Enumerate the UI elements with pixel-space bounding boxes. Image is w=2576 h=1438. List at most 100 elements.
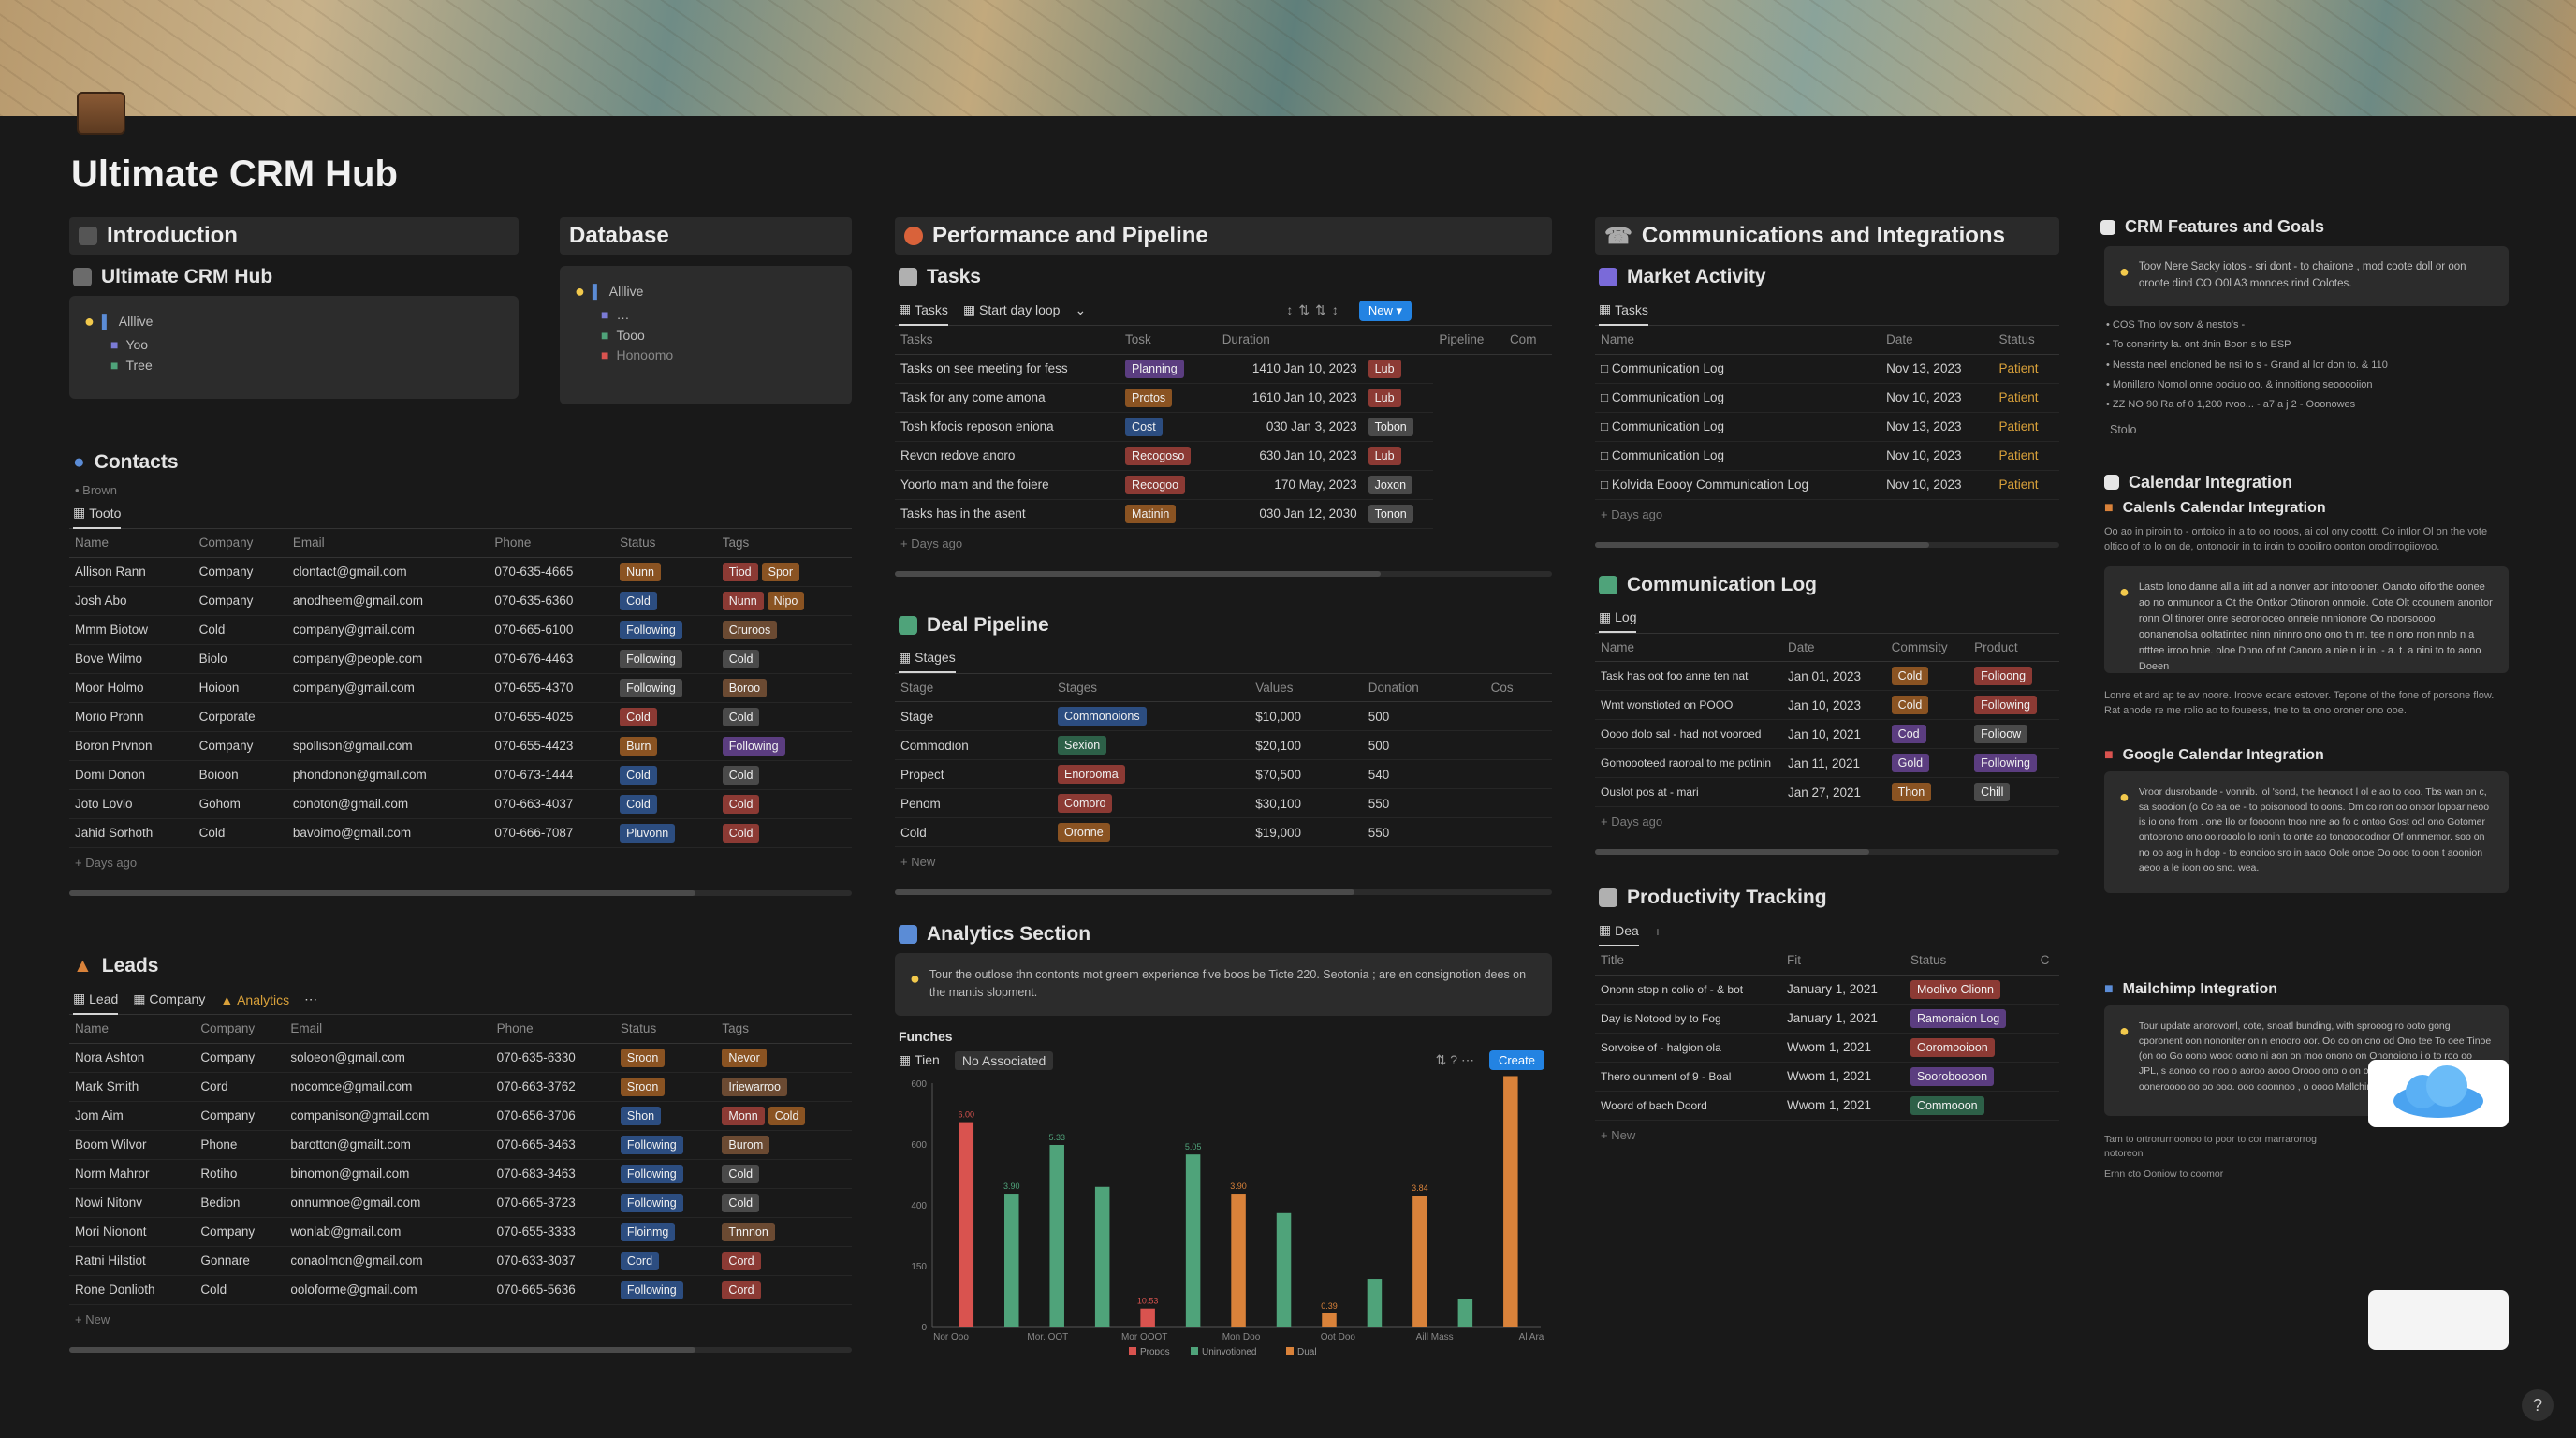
more-views-icon[interactable]: ⋯ <box>304 991 318 1006</box>
column-header[interactable]: Stages <box>1052 673 1251 702</box>
status-badge[interactable]: Sroon <box>620 1077 666 1096</box>
c-cell[interactable] <box>2034 1091 2059 1121</box>
phone-cell[interactable]: 070-665-6100 <box>489 615 615 645</box>
email-cell[interactable]: conaolmon@gmail.com <box>285 1246 491 1276</box>
status-badge[interactable]: Following <box>620 1193 683 1212</box>
name-cell[interactable]: Mmm Biotow <box>69 615 194 645</box>
status-badge[interactable]: Following <box>620 678 682 697</box>
tree-item[interactable]: ■… <box>575 305 837 326</box>
name-cell[interactable]: □ Communication Log <box>1595 383 1881 413</box>
column-header[interactable]: Product <box>1969 633 2059 662</box>
column-header[interactable]: Name <box>69 529 194 558</box>
phone-cell[interactable]: 070-655-4025 <box>489 702 615 732</box>
task-name-cell[interactable]: Tosh kfocis reposon eniona <box>895 412 1120 442</box>
c-cell[interactable] <box>2034 1004 2059 1034</box>
tag-chip[interactable]: Lub <box>1368 359 1401 378</box>
tree-item[interactable]: ■ Tree <box>84 356 504 376</box>
value-cell[interactable]: $10,000 <box>1250 701 1363 731</box>
commlog-scrollbar[interactable] <box>1595 849 2059 855</box>
tags-cell[interactable]: Cold <box>716 1188 852 1218</box>
name-cell[interactable]: Bove Wilmo <box>69 644 194 674</box>
company-cell[interactable]: Company <box>195 1043 285 1073</box>
company-cell[interactable]: Bedion <box>195 1188 285 1218</box>
duration-cell[interactable]: 630 Jan 10, 2023 <box>1216 441 1363 471</box>
status-cell[interactable]: Following <box>614 673 717 703</box>
deal-scrollbar[interactable] <box>895 889 1552 895</box>
company-cell[interactable]: Corporate <box>193 702 287 732</box>
phone-cell[interactable]: 070-665-3723 <box>490 1188 615 1218</box>
title-cell[interactable]: Ononn stop n colio of - & bot <box>1595 975 1782 1005</box>
task-tag-cell[interactable]: Recogoo <box>1120 470 1217 500</box>
table-row[interactable]: Nowi Nitonv Bedion onnumnoe@gmail.com 070-6… <box>69 1188 852 1218</box>
com-cell[interactable]: Lub <box>1362 441 1434 471</box>
tags-cell[interactable]: Following <box>716 731 852 761</box>
column-header[interactable]: Phone <box>489 529 615 558</box>
tags-cell[interactable]: Burom <box>716 1130 852 1160</box>
table-row[interactable]: □ Kolvida Eoooy Communication Log Nov 10,… <box>1595 470 2059 500</box>
status-cell[interactable]: Following <box>614 1275 717 1305</box>
table-row[interactable]: Tasks on see meeting for fess Planning 141… <box>895 354 1552 384</box>
table-row[interactable]: Jahid Sorhoth Cold bavoimo@gmail.com 070-66… <box>69 818 852 848</box>
task-tag-cell[interactable]: Recogoso <box>1120 441 1217 471</box>
name-cell[interactable]: Josh Abo <box>69 586 194 616</box>
name-cell[interactable]: Norm Mahror <box>69 1159 196 1189</box>
status-cell[interactable]: Following <box>614 615 717 645</box>
bar[interactable] <box>1276 1212 1292 1327</box>
table-row[interactable]: Josh Abo Company anodheem@gmail.com 070-635… <box>69 586 852 616</box>
fit-cell[interactable]: January 1, 2021 <box>1781 1004 1905 1034</box>
bar[interactable] <box>1231 1193 1246 1327</box>
table-row[interactable]: □ Communication Log Nov 10, 2023 Patient <box>1595 383 2059 413</box>
column-header[interactable]: Commsity <box>1885 633 1969 662</box>
tag-chip[interactable]: Thon <box>1891 783 1932 801</box>
status-badge[interactable]: Following <box>620 1164 683 1183</box>
tag-chip[interactable]: Chill <box>1974 783 2011 801</box>
date-cell[interactable]: Jan 10, 2021 <box>1782 719 1886 749</box>
column-header[interactable]: Title <box>1595 946 1782 976</box>
date-cell[interactable]: Nov 10, 2023 <box>1881 441 1994 471</box>
table-row[interactable]: Ononn stop n colio of - & bot January 1, … <box>1595 975 2059 1005</box>
tag-chip[interactable]: Protos <box>1125 388 1173 407</box>
column-header[interactable]: Duration <box>1216 326 1434 355</box>
name-cell[interactable]: □ Communication Log <box>1595 441 1881 471</box>
email-cell[interactable]: clontact@gmail.com <box>286 557 490 587</box>
cover-image[interactable] <box>0 0 2576 116</box>
status-badge[interactable]: Following <box>620 1135 683 1154</box>
market-scrollbar[interactable] <box>1595 541 2059 548</box>
duration-cell[interactable]: 030 Jan 12, 2030 <box>1216 499 1363 529</box>
tag-chip[interactable]: Recogoo <box>1125 475 1186 494</box>
tag-chip[interactable]: Folioong <box>1974 667 2033 685</box>
com-cell[interactable]: Tobon <box>1362 412 1434 442</box>
tag-chip[interactable]: Following <box>1974 754 2037 772</box>
stages-cell[interactable]: Commonoions <box>1052 701 1251 731</box>
column-header[interactable]: Status <box>1993 326 2059 355</box>
table-row[interactable]: Mark Smith Cord nocomce@gmail.com 070-663-3… <box>69 1072 852 1102</box>
email-cell[interactable]: anodheem@gmail.com <box>286 586 490 616</box>
bar[interactable] <box>1140 1308 1155 1327</box>
title-cell[interactable]: Day is Notood by to Fog <box>1595 1004 1782 1034</box>
add-view-icon[interactable]: + <box>1653 923 1661 939</box>
tag-chip[interactable]: Following <box>1974 696 2037 714</box>
name-cell[interactable]: Boron Prvnon <box>69 731 194 761</box>
email-cell[interactable]: wonlab@gmail.com <box>285 1217 491 1247</box>
name-cell[interactable]: Gomoooteed raoroal to me potinin <box>1595 748 1782 778</box>
bar[interactable] <box>1503 1076 1518 1327</box>
cos-cell[interactable] <box>1485 788 1552 818</box>
table-row[interactable]: Morio Pronn Corporate 070-655-4025 Cold Cold <box>69 702 852 732</box>
status-cell[interactable]: Ooromooioon <box>1905 1033 2035 1063</box>
status-badge[interactable]: Cold <box>620 591 657 610</box>
tab-view[interactable]: ▦ Tien <box>899 1052 940 1068</box>
product-cell[interactable]: Folioong <box>1969 661 2059 691</box>
company-cell[interactable]: Gohom <box>193 789 287 819</box>
phone-cell[interactable]: 070-676-4463 <box>489 644 615 674</box>
tag-chip[interactable]: Ramonaion Log <box>1910 1008 2007 1028</box>
column-header[interactable]: Values <box>1250 673 1363 702</box>
title-cell[interactable]: Sorvoise of - halgion ola <box>1595 1033 1782 1063</box>
task-tag-cell[interactable]: Protos <box>1120 383 1217 413</box>
tab-company[interactable]: ▦ Company <box>133 991 205 1007</box>
bar[interactable] <box>959 1122 974 1327</box>
phone-cell[interactable]: 070-633-3037 <box>490 1246 615 1276</box>
tag-chip[interactable]: Cost <box>1125 417 1163 436</box>
status-badge[interactable]: Cold <box>620 707 657 726</box>
tab-log[interactable]: ▦ Log <box>1599 603 1637 633</box>
email-cell[interactable] <box>286 702 490 732</box>
